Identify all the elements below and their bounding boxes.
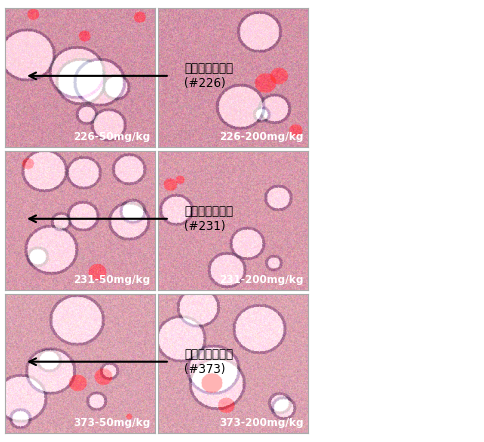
Text: 226-200mg/kg: 226-200mg/kg xyxy=(219,132,303,142)
Text: 231-50mg/kg: 231-50mg/kg xyxy=(74,274,151,285)
Text: 373-50mg/kg: 373-50mg/kg xyxy=(73,418,151,427)
Text: 231-200mg/kg: 231-200mg/kg xyxy=(219,274,303,285)
Text: 더덕발효추출물
(#226): 더덕발효추출물 (#226) xyxy=(184,62,233,90)
Text: 더덕발효추출물
(#231): 더덕발효추출물 (#231) xyxy=(184,205,233,233)
Text: 226-50mg/kg: 226-50mg/kg xyxy=(74,132,151,142)
Text: 373-200mg/kg: 373-200mg/kg xyxy=(218,418,303,427)
Text: 더덕발효추출물
(#373): 더덕발효추출물 (#373) xyxy=(184,348,233,376)
